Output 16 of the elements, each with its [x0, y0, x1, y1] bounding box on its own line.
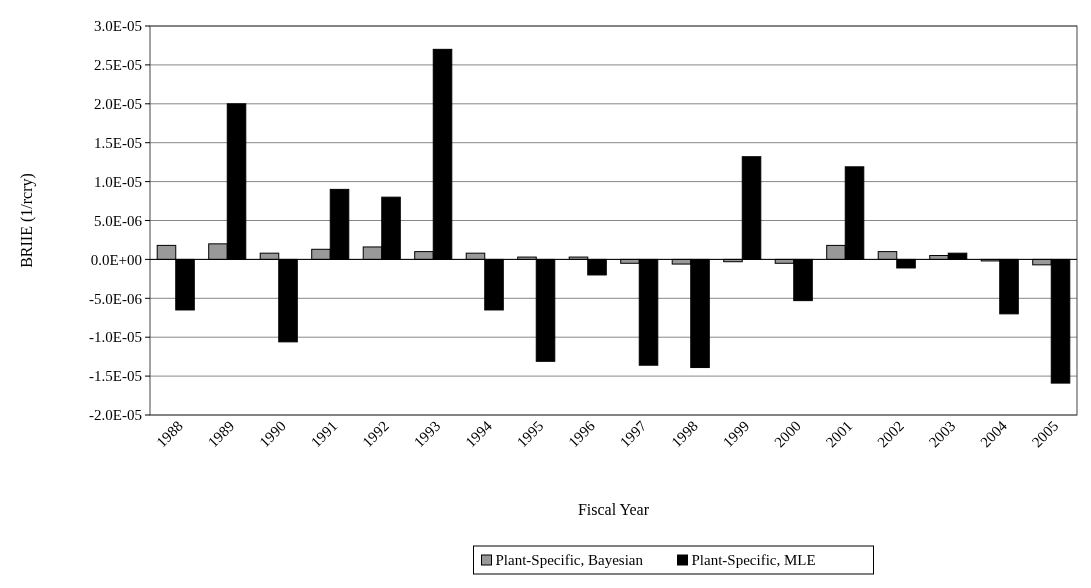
y-tick-label: 5.0E-06 — [94, 212, 143, 229]
y-tick-label: -5.0E-06 — [89, 290, 143, 307]
x-tick-label: 1991 — [307, 417, 341, 451]
y-tick-label: 2.5E-05 — [94, 57, 142, 74]
y-tick-label: -2.0E-05 — [89, 407, 142, 424]
x-axis-title: Fiscal Year — [577, 501, 650, 518]
y-tick-label: -1.5E-05 — [89, 368, 142, 385]
y-tick-label: 1.0E-05 — [94, 173, 142, 190]
y-tick-label: -1.0E-05 — [89, 329, 142, 346]
y-tick-label: 3.0E-05 — [94, 18, 142, 35]
legend-label: Plant-Specific, MLE — [691, 552, 816, 569]
y-tick-label: 1.5E-05 — [94, 134, 142, 151]
y-tick-label: 2.0E-05 — [94, 96, 142, 113]
legend-label: Plant-Specific, Bayesian — [495, 552, 644, 569]
y-axis-title: BRIIE (1/rcry) — [18, 173, 36, 268]
y-tick-label: 0.0E+00 — [90, 251, 142, 268]
